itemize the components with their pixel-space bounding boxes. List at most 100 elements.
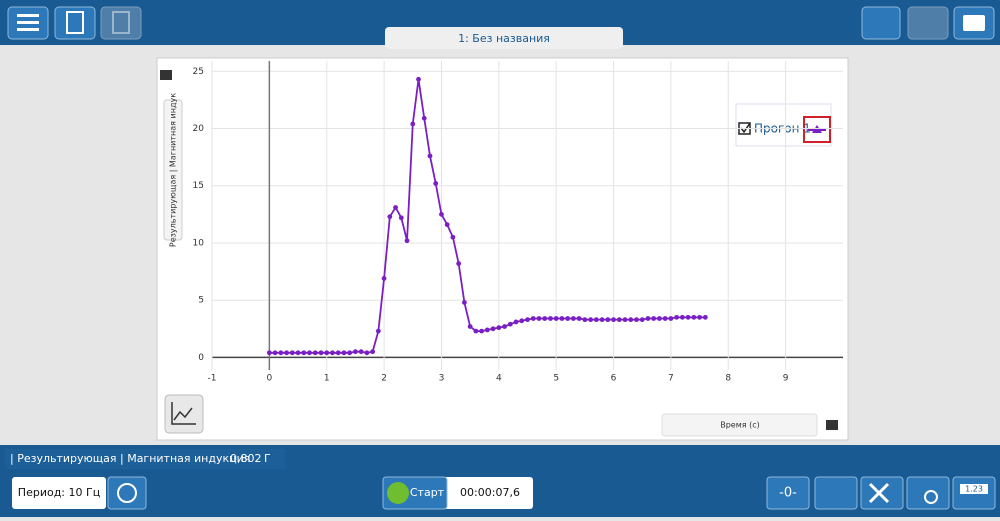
sensor-unit: Г (264, 452, 271, 465)
data-point (479, 328, 485, 334)
close-file-button[interactable] (100, 6, 142, 40)
period-box[interactable] (12, 477, 106, 509)
data-point (490, 326, 496, 332)
data-point (548, 316, 553, 321)
new-icon (66, 11, 84, 34)
data-point (427, 153, 433, 159)
data-point (318, 350, 324, 356)
export-button[interactable] (907, 6, 949, 40)
legend-marker-box[interactable] (803, 116, 831, 143)
x-tick-label: 9 (783, 374, 789, 384)
gear-icon (924, 490, 938, 504)
bluetooth-button[interactable] (861, 6, 901, 40)
period-button[interactable] (107, 476, 147, 510)
data-point (353, 349, 358, 355)
zero-label: -0- (779, 486, 797, 501)
data-point (421, 115, 427, 121)
code-button[interactable] (814, 476, 858, 510)
graph-tools-button[interactable] (164, 394, 204, 434)
data-point (651, 316, 657, 321)
data-point (387, 214, 393, 220)
data-point (381, 276, 387, 281)
data-point (496, 325, 502, 331)
data-point (404, 238, 410, 244)
data-point (525, 317, 530, 323)
data-point (439, 211, 444, 217)
data-point (433, 181, 439, 186)
data-point (507, 321, 513, 327)
data-point (616, 317, 622, 323)
x-axis-label: Время (с) (720, 421, 760, 430)
y-tick-label: 0 (198, 353, 204, 363)
data-point (685, 314, 691, 320)
data-point (530, 316, 536, 321)
data-point (416, 76, 421, 82)
sensor-status[interactable] (5, 449, 285, 469)
display-label: 1.23 (965, 485, 983, 494)
data-point (559, 316, 565, 321)
data-point (576, 316, 582, 321)
lock-icon[interactable] (160, 70, 172, 80)
data-point (679, 314, 685, 320)
data-point (697, 314, 702, 320)
x-tick-label: -1 (208, 374, 217, 384)
data-point (341, 350, 347, 356)
y-axis-label: Результирующая | Магнитная индук (169, 93, 178, 247)
data-point (582, 317, 588, 323)
x-tick-label: 6 (611, 374, 617, 384)
tab[interactable] (385, 27, 623, 49)
period: Период: 10 Гц (18, 486, 100, 499)
period-icon (117, 483, 137, 503)
data-point (645, 316, 651, 321)
x-tick-label: 1 (324, 374, 330, 384)
data-point (370, 349, 376, 355)
data-point (668, 316, 674, 321)
zero-button[interactable] (766, 476, 810, 510)
data-point (570, 316, 576, 321)
data-point (702, 314, 708, 320)
data-point (484, 327, 490, 333)
lock-icon[interactable] (826, 420, 838, 430)
data-point (662, 316, 668, 321)
data-point (599, 317, 605, 323)
data-point (605, 317, 611, 323)
data-point (307, 350, 312, 356)
y-label-box[interactable] (163, 99, 183, 241)
tools-button[interactable] (860, 476, 904, 510)
data-point (553, 316, 559, 321)
data-point (375, 328, 381, 334)
data-point (347, 350, 353, 356)
data-point (301, 350, 307, 356)
data-point (467, 324, 473, 329)
data-point (502, 324, 507, 329)
x-tick-label: 0 (266, 374, 272, 384)
data-point (410, 121, 416, 127)
graph-icon (171, 402, 196, 425)
data-point (284, 350, 289, 356)
data-point (628, 317, 634, 323)
y-tick-label: 25 (193, 67, 204, 77)
y-tick-label: 5 (198, 296, 204, 306)
data-point (593, 317, 599, 323)
data-point (295, 350, 301, 356)
sensor-settings-button[interactable] (906, 476, 950, 510)
data-point (634, 317, 639, 323)
new-file-button[interactable] (54, 6, 96, 40)
x-label-box[interactable] (661, 413, 818, 437)
x-tick-label: 8 (725, 374, 731, 384)
elapsed-time: 00:00:07,6 (460, 486, 520, 499)
data-point (330, 350, 335, 356)
start-dot (387, 482, 409, 504)
chart-panel (156, 57, 849, 441)
close-icon (112, 11, 130, 34)
data-point (473, 328, 479, 334)
data-point (266, 350, 272, 356)
data-point (536, 316, 542, 321)
data-point (358, 349, 364, 355)
x-tick-label: 2 (381, 374, 387, 384)
legend (735, 103, 832, 147)
menu-icon (17, 14, 39, 31)
data-point (278, 350, 284, 356)
data-point (519, 318, 525, 324)
